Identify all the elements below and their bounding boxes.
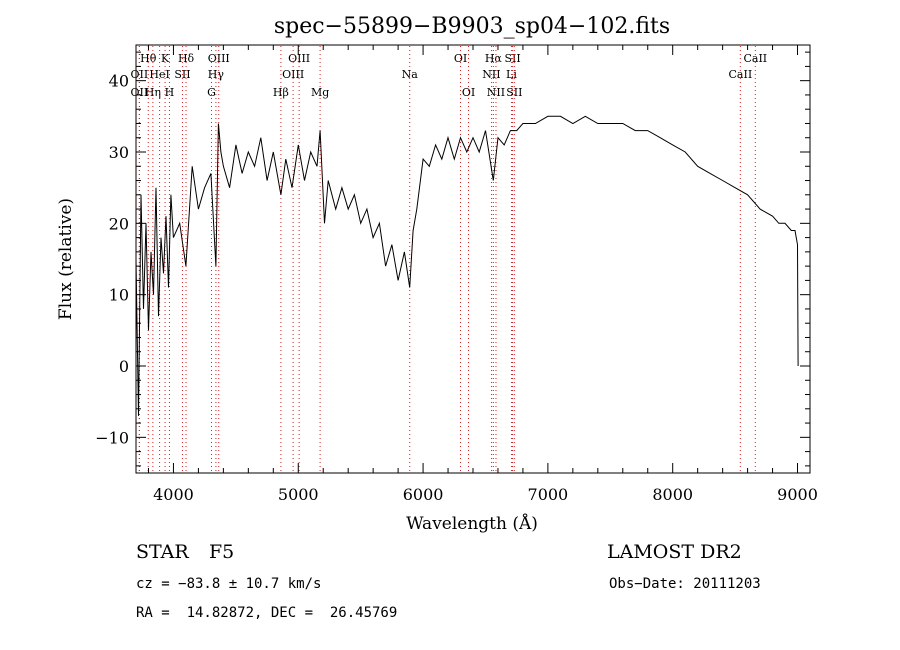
- coordinates: RA = 14.82872, DEC = 26.45769: [136, 605, 398, 621]
- object-subclass: F5: [209, 541, 235, 563]
- y-tick-label: 0: [119, 357, 129, 376]
- plot-frame: [135, 44, 811, 474]
- x-tick-label: 8000: [652, 485, 693, 504]
- line-label: HeI: [149, 68, 169, 81]
- line-label: SII: [504, 52, 520, 65]
- line-label: OI: [454, 52, 467, 65]
- x-axis: 4000 5000 6000 7000 8000 9000: [147, 45, 818, 504]
- line-label: OIII: [282, 68, 304, 81]
- line-label: K: [161, 52, 170, 65]
- line-label: Hγ: [208, 68, 225, 81]
- line-label: Hδ: [178, 52, 195, 65]
- y-axis-label: Flux (relative): [56, 198, 76, 320]
- x-tick-label: 7000: [528, 485, 569, 504]
- chart-title: spec−55899−B9903_sp04−102.fits: [274, 14, 670, 39]
- x-tick-label: 5000: [278, 485, 319, 504]
- line-label: NII: [487, 86, 505, 99]
- line-label: Na: [402, 68, 419, 81]
- y-tick-label: 30: [109, 143, 129, 162]
- line-label: H: [165, 86, 175, 99]
- x-tick-label: 6000: [403, 485, 444, 504]
- redshift-velocity: cz = −83.8 ± 10.7 km/s: [136, 576, 322, 592]
- line-label: Mg: [311, 86, 329, 99]
- line-label: CaII: [743, 52, 767, 65]
- line-label: Hα: [485, 52, 503, 65]
- x-tick-label: 4000: [153, 485, 194, 504]
- object-class: STAR: [136, 541, 189, 563]
- line-label: Li: [506, 68, 517, 81]
- y-tick-label: 10: [109, 286, 129, 305]
- observation-date: Obs−Date: 20111203: [609, 576, 761, 592]
- line-label: OIII: [208, 52, 230, 65]
- y-axis: −10 0 10 20 30 40: [95, 51, 810, 467]
- line-label: G: [207, 86, 216, 99]
- line-label: OIII: [288, 52, 310, 65]
- x-tick-label: 9000: [777, 485, 818, 504]
- y-tick-label: 20: [109, 214, 129, 233]
- y-tick-label: −10: [95, 428, 129, 447]
- line-label: OI: [462, 86, 475, 99]
- line-label: Hθ: [140, 52, 157, 65]
- x-axis-label: Wavelength (Å): [406, 513, 538, 534]
- spectrum-series-line: [135, 115, 799, 416]
- survey-name: LAMOST DR2: [607, 541, 742, 563]
- line-label: Hη: [145, 86, 161, 99]
- line-label: SII: [506, 86, 522, 99]
- y-tick-label: 40: [109, 72, 129, 91]
- line-label: CaII: [729, 68, 753, 81]
- line-label: NII: [482, 68, 500, 81]
- line-label: Hβ: [273, 86, 289, 99]
- line-label: OII: [131, 86, 149, 99]
- line-label: SII: [174, 68, 190, 81]
